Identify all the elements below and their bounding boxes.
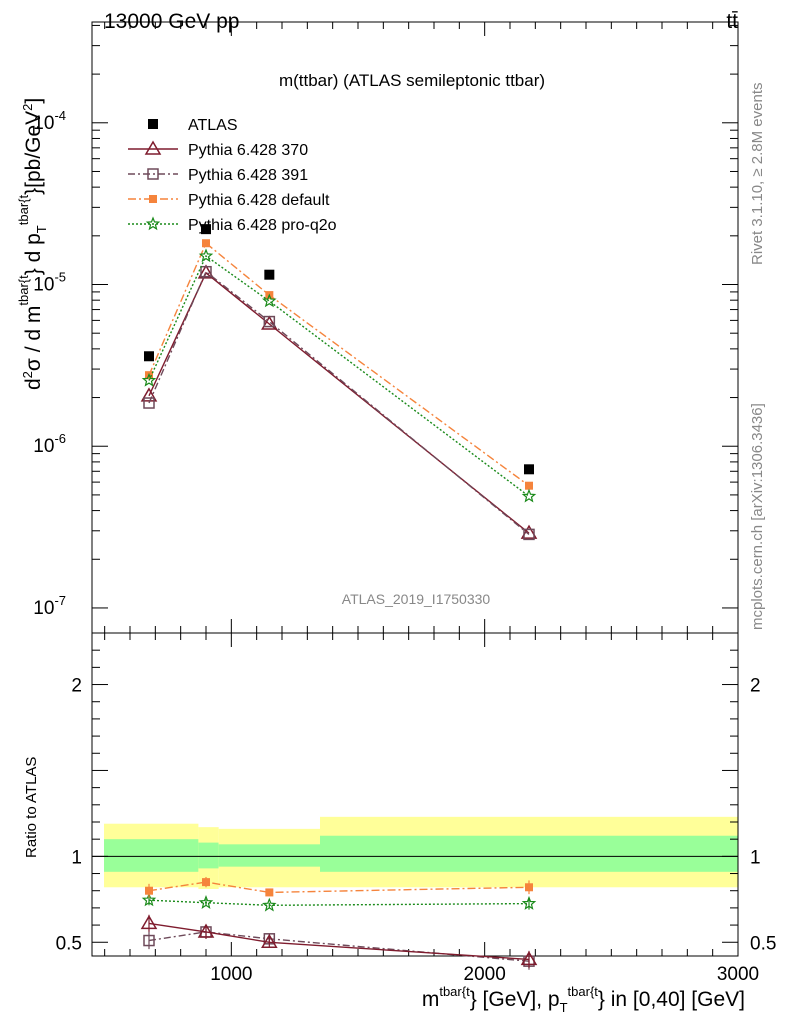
ratio-y-tick-label-left: 2 [71, 676, 82, 697]
ratio-band-inner [218, 844, 320, 867]
series-pythia-6-428-pro-q2o [141, 248, 537, 503]
plot-title: m(ttbar) (ATLAS semileptonic ttbar) [279, 71, 545, 90]
legend-item: ATLAS [148, 117, 238, 134]
ratio-series-line [148, 899, 530, 907]
ratio-series-pythia-6-428-pro-q2o [141, 892, 537, 912]
data-point [198, 248, 214, 263]
ratio-ylabel: Ratio to ATLAS [23, 757, 40, 858]
legend-label: Pythia 6.428 default [188, 192, 330, 209]
series-line [148, 254, 530, 497]
legend-item: Pythia 6.428 370 [128, 140, 308, 159]
ratio-series-layer [140, 876, 538, 970]
ratio-point [198, 895, 214, 909]
series-line [148, 270, 530, 535]
series-line [148, 271, 530, 534]
mcplots-label: mcplots.cern.ch [arXiv:1306.3436] [749, 403, 766, 630]
main-series-layer [140, 224, 538, 541]
ratio-y-tick-label-left: 1 [71, 847, 82, 868]
y-tick-label: 10-4 [33, 108, 66, 134]
legend-label: ATLAS [188, 117, 238, 134]
main-panel-border [91, 21, 739, 634]
series-pythia-6-428-370 [140, 264, 538, 539]
y-tick-label: 10-5 [33, 270, 66, 296]
legend-marker [144, 140, 162, 155]
ratio-point [265, 888, 274, 897]
data-point [264, 269, 275, 280]
ratio-panel-frame: 1000 2000 3000 0.5 0.5 1 1 2 2 [56, 632, 776, 985]
data-point [263, 315, 276, 328]
data-point [201, 224, 211, 235]
ratio-y-tick-label-right: 1 [750, 847, 761, 868]
legend: ATLAS Pythia 6.428 370 Pythia 6.428 391 Pyt… [128, 117, 337, 234]
ratio-y-tick-label-right: 2 [750, 676, 761, 697]
series-line [148, 242, 530, 487]
ratio-series-pythia-6-428-370 [140, 914, 538, 969]
legend-marker [145, 216, 161, 231]
legend-marker [149, 195, 157, 203]
legend-item: Pythia 6.428 391 [128, 167, 308, 184]
data-point [525, 481, 533, 490]
main-ylabel: d2σ / d mtbar{t} d pTtbar{t}[pb/GeV2] [16, 98, 49, 390]
data-point [144, 351, 154, 362]
x-tick-label: 1000 [210, 964, 252, 985]
ratio-panel-border [91, 632, 739, 957]
ratio-band-inner [198, 842, 219, 869]
ratio-series-pythia-6-428-default [145, 876, 533, 898]
ratio-point [145, 886, 153, 895]
ratio-y-tick-label-left: 0.5 [56, 933, 82, 954]
analysis-id: ATLAS_2019_I1750330 [342, 591, 491, 607]
svg-text:d2σ / d mtbar{t} d pTtbar{t}: d2σ / d mtbar{t} d pTtbar{t}[pb/GeV2] [16, 98, 49, 390]
ratio-point [143, 934, 155, 947]
xlabel: mtbar{t} [GeV], pTtbar{t} in [0,40] [GeV… [422, 984, 745, 1015]
series-atlas [144, 224, 534, 475]
ratio-point [520, 950, 538, 966]
legend-label: Pythia 6.428 370 [188, 142, 308, 159]
ratio-band-inner [320, 835, 738, 872]
x-tick-label: 3000 [717, 964, 759, 985]
ratio-point [140, 914, 158, 930]
x-tick-label: 2000 [464, 964, 506, 985]
legend-label: Pythia 6.428 391 [188, 167, 308, 184]
legend-label: Pythia 6.428 pro-q2o [188, 217, 337, 234]
series-pythia-6-428-391 [143, 265, 535, 541]
ratio-point [202, 878, 210, 887]
rivet-version-label: Rivet 3.1.10, ≥ 2.8M events [749, 83, 766, 266]
y-tick-label: 10-7 [33, 593, 66, 619]
main-panel-frame: 10-7 10-6 10-5 10-4 [33, 21, 739, 956]
ratio-point [525, 883, 533, 892]
svg-text:mtbar{t} [GeV], pTtbar{t} in [: mtbar{t} [GeV], pTtbar{t} in [0,40] [GeV… [422, 984, 745, 1015]
ratio-uncertainty-bands [104, 816, 738, 889]
legend-item: Pythia 6.428 pro-q2o [128, 216, 337, 234]
y-tick-label: 10-6 [33, 431, 66, 457]
data-point [521, 488, 537, 503]
ratio-series-line [148, 922, 530, 961]
ratio-y-tick-label-right: 0.5 [750, 933, 776, 954]
ratio-point [262, 897, 277, 912]
data-point [141, 372, 157, 387]
data-point [197, 264, 215, 279]
ratio-point [521, 895, 537, 910]
data-point [143, 397, 155, 409]
data-point [202, 239, 210, 248]
ratio-band-inner [104, 839, 199, 872]
ratio-point [261, 933, 278, 949]
data-point [524, 464, 534, 475]
data-point [262, 293, 277, 308]
data-point [523, 528, 535, 541]
legend-marker [147, 168, 159, 180]
data-point [140, 387, 158, 402]
data-point [261, 315, 278, 330]
ratio-series-line [148, 931, 530, 962]
ratio-series-line [148, 881, 530, 894]
ratio-point [197, 923, 215, 938]
legend-marker [148, 119, 158, 129]
ratio-point [141, 892, 157, 907]
data-point [200, 265, 212, 278]
legend-item: Pythia 6.428 default [128, 192, 330, 209]
